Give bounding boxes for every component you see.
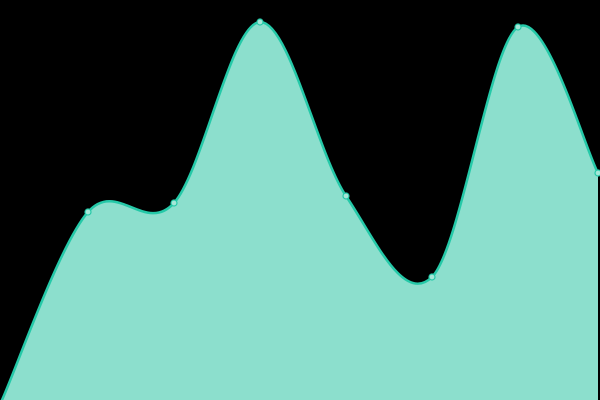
data-point-marker[interactable]	[514, 23, 522, 31]
data-point-marker[interactable]	[256, 18, 264, 26]
data-point-marker[interactable]	[170, 199, 178, 207]
data-point-marker[interactable]	[428, 273, 436, 281]
area-fill-path	[2, 21, 598, 400]
data-point-marker[interactable]	[594, 169, 600, 177]
data-point-markers	[84, 18, 600, 281]
data-point-marker[interactable]	[84, 208, 92, 216]
area-line-path	[0, 20, 600, 400]
data-point-marker[interactable]	[342, 192, 350, 200]
